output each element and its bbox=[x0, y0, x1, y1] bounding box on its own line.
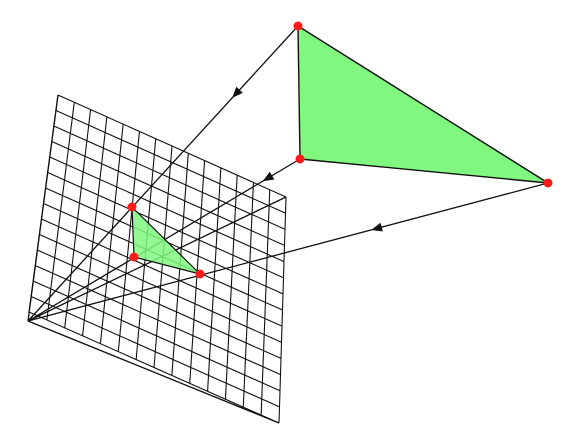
grid-line-vertical bbox=[224, 175, 238, 400]
source-vertex-point bbox=[543, 178, 553, 188]
grid-line-horizontal bbox=[28, 311, 280, 424]
grid-line-horizontal bbox=[37, 249, 282, 359]
triangles bbox=[131, 25, 549, 275]
projected-triangle bbox=[131, 206, 201, 275]
projected-vertex-point bbox=[195, 269, 205, 279]
arrowhead bbox=[232, 86, 243, 98]
grid-line-horizontal bbox=[41, 218, 283, 327]
frustum-edge bbox=[27, 94, 59, 322]
source-vertex-point bbox=[295, 154, 305, 164]
grid-line-vertical bbox=[207, 167, 222, 392]
arrowhead bbox=[262, 171, 275, 182]
ray-direction-arrows bbox=[232, 86, 383, 232]
projection-ray bbox=[27, 182, 549, 322]
grid-line-horizontal bbox=[39, 233, 282, 343]
projected-vertex-point bbox=[127, 202, 137, 212]
grid-line-horizontal bbox=[34, 264, 281, 376]
grid-line-vertical bbox=[278, 196, 287, 424]
grid-line-vertical bbox=[242, 182, 254, 408]
projection-ray bbox=[27, 25, 299, 322]
frustum-edge bbox=[27, 320, 280, 424]
grid-line-horizontal bbox=[30, 295, 280, 408]
source-triangle bbox=[297, 25, 549, 184]
grid-line-vertical bbox=[260, 189, 271, 416]
vertex-points bbox=[127, 21, 553, 279]
source-vertex-point bbox=[293, 21, 303, 31]
projected-vertex-point bbox=[129, 252, 139, 262]
grid-line-horizontal bbox=[32, 280, 281, 392]
arrowhead bbox=[371, 222, 383, 232]
